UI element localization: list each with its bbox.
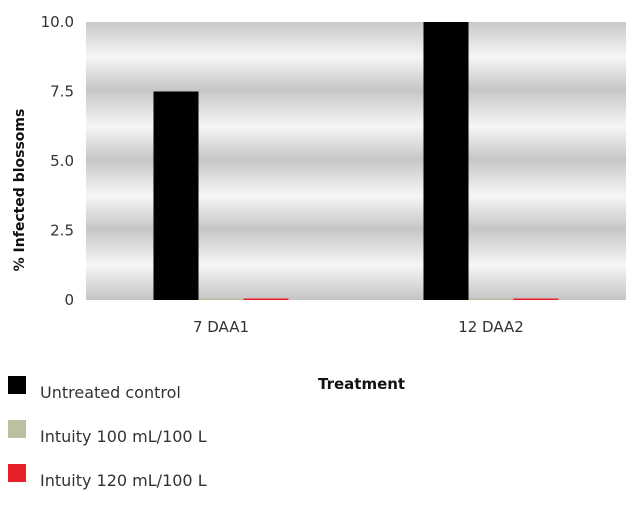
plot-background (86, 22, 626, 300)
legend-label-intuity-100: Intuity 100 mL/100 L (40, 427, 207, 446)
y-tick-label: 7.5 (50, 83, 74, 101)
legend-swatch-untreated (8, 376, 26, 394)
x-axis: 7 DAA1 12 DAA2 (193, 318, 524, 336)
x-tick-label: 12 DAA2 (458, 318, 524, 336)
legend-item-intuity-100: Intuity 100 mL/100 L (8, 420, 207, 464)
bar-2-series-3 (513, 298, 559, 300)
y-tick-label: 2.5 (50, 222, 74, 240)
bar-1-series-2 (198, 298, 244, 300)
bars (153, 22, 559, 300)
x-axis-label: Treatment (318, 375, 406, 393)
y-axis: 0 2.5 5.0 7.5 10.0 (41, 13, 74, 309)
bar-2-series-2 (468, 298, 514, 300)
y-axis-label: % Infected blossoms (12, 109, 28, 272)
bar-1-series-3 (243, 298, 289, 300)
bar-1-series-1 (153, 91, 199, 300)
legend-label-untreated: Untreated control (40, 383, 181, 402)
y-tick-label: 5.0 (50, 152, 74, 170)
legend-item-intuity-120: Intuity 120 mL/100 L (8, 464, 207, 508)
grid-band (86, 22, 626, 92)
legend-label-intuity-120: Intuity 120 mL/100 L (40, 471, 207, 490)
legend-swatch-intuity-120 (8, 464, 26, 482)
x-tick-label: 7 DAA1 (193, 318, 249, 336)
legend-swatch-intuity-100 (8, 420, 26, 438)
legend-item-untreated: Untreated control (8, 376, 207, 420)
y-tick-label: 10.0 (41, 13, 74, 31)
bar-chart: 0 2.5 5.0 7.5 10.0 7 DAA1 12 DAA2 % Infected … (12, 13, 626, 336)
legend: Untreated control Intuity 100 mL/100 L I… (8, 376, 207, 508)
y-tick-label: 0 (64, 291, 74, 309)
bar-2-series-1 (423, 22, 469, 300)
